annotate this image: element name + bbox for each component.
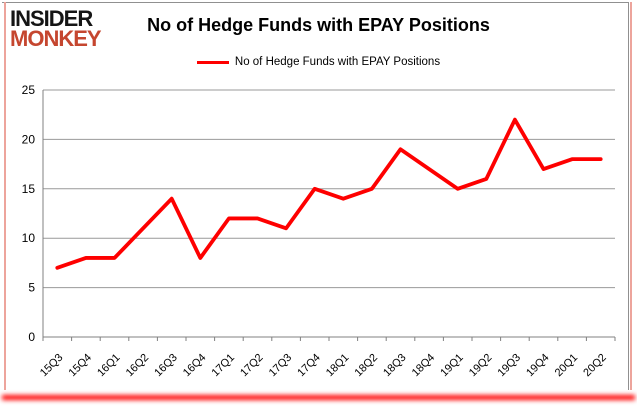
y-tick-label: 0 — [28, 330, 35, 344]
frame-bottom-glow — [2, 395, 635, 400]
logo-monkey-text: MONKEY — [10, 26, 102, 51]
x-tick-label: 17Q3 — [267, 352, 295, 380]
x-tick-label: 15Q4 — [66, 352, 94, 380]
insider-monkey-logo: INSIDER MONKEY — [10, 6, 102, 51]
x-tick-label: 16Q4 — [181, 352, 209, 380]
x-tick-label: 19Q1 — [438, 352, 466, 380]
x-tick-label: 18Q2 — [352, 352, 380, 380]
x-tick-label: 16Q3 — [152, 352, 180, 380]
x-tick-label: 17Q1 — [209, 352, 237, 380]
x-tick-label: 19Q3 — [495, 352, 523, 380]
series-line — [55, 117, 603, 270]
frame-top-border — [2, 2, 629, 3]
x-tick-label: 19Q2 — [467, 352, 495, 380]
x-tick-label: 16Q1 — [95, 352, 123, 380]
logo-insider-text: INSIDER — [10, 6, 93, 31]
chart-legend: No of Hedge Funds with EPAY Positions — [0, 56, 637, 68]
frame-right-accent — [630, 2, 632, 390]
x-tick-label: 17Q4 — [295, 352, 323, 380]
y-tick-label: 5 — [28, 281, 35, 295]
x-tick-label: 17Q2 — [238, 352, 266, 380]
y-tick-label: 20 — [22, 132, 36, 146]
x-tick-label: 16Q2 — [124, 352, 152, 380]
x-tick-label: 19Q4 — [524, 352, 552, 380]
x-tick-label: 18Q4 — [410, 352, 438, 380]
x-tick-label: 18Q1 — [324, 352, 352, 380]
title-row: No of Hedge Funds with EPAY Positions — [0, 15, 637, 36]
x-tick-label: 20Q2 — [581, 352, 609, 380]
y-tick-label: 15 — [22, 182, 36, 196]
legend-label: No of Hedge Funds with EPAY Positions — [234, 56, 441, 68]
x-tick-label: 20Q1 — [553, 352, 581, 380]
x-tick-label: 15Q3 — [38, 352, 66, 380]
chart-title: No of Hedge Funds with EPAY Positions — [147, 15, 490, 35]
y-tick-label: 25 — [22, 83, 36, 97]
frame-right-border — [628, 2, 629, 390]
x-tick-label: 18Q3 — [381, 352, 409, 380]
legend-line-swatch — [196, 60, 229, 64]
frame-left-accent — [4, 2, 6, 390]
y-tick-label: 10 — [22, 231, 36, 245]
